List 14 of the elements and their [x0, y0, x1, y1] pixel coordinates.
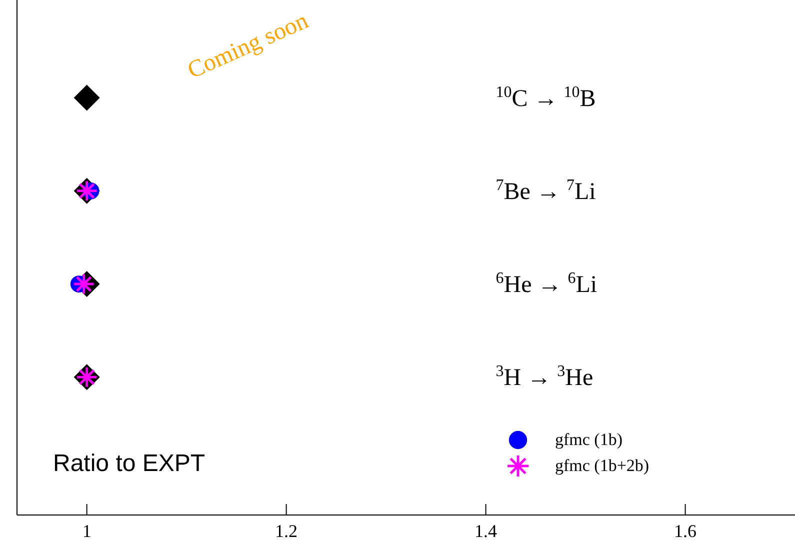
x-tick-label: 1.6 [674, 521, 697, 541]
text: Ratio to EXPT [53, 450, 206, 478]
x-tick-label: 1.4 [474, 521, 498, 541]
legend-label: gfmc (1b) [555, 430, 623, 450]
annotation: Coming soon [184, 8, 313, 85]
legend-label: gfmc (1b+2b) [555, 456, 650, 476]
y-tick-label: $^{3}$H → $^{3}$He [496, 363, 594, 392]
x-tick-label: 1 [82, 521, 92, 541]
point [74, 84, 100, 111]
x-tick-label: 1.2 [275, 521, 298, 541]
y-tick-label: $^{10}$C → $^{10}$B [496, 84, 596, 112]
point [72, 273, 95, 296]
y-tick-label: $^{6}$He → $^{6}$Li [496, 270, 598, 298]
y-tick-label: $^{7}$Be → $^{7}$Li [496, 177, 596, 205]
